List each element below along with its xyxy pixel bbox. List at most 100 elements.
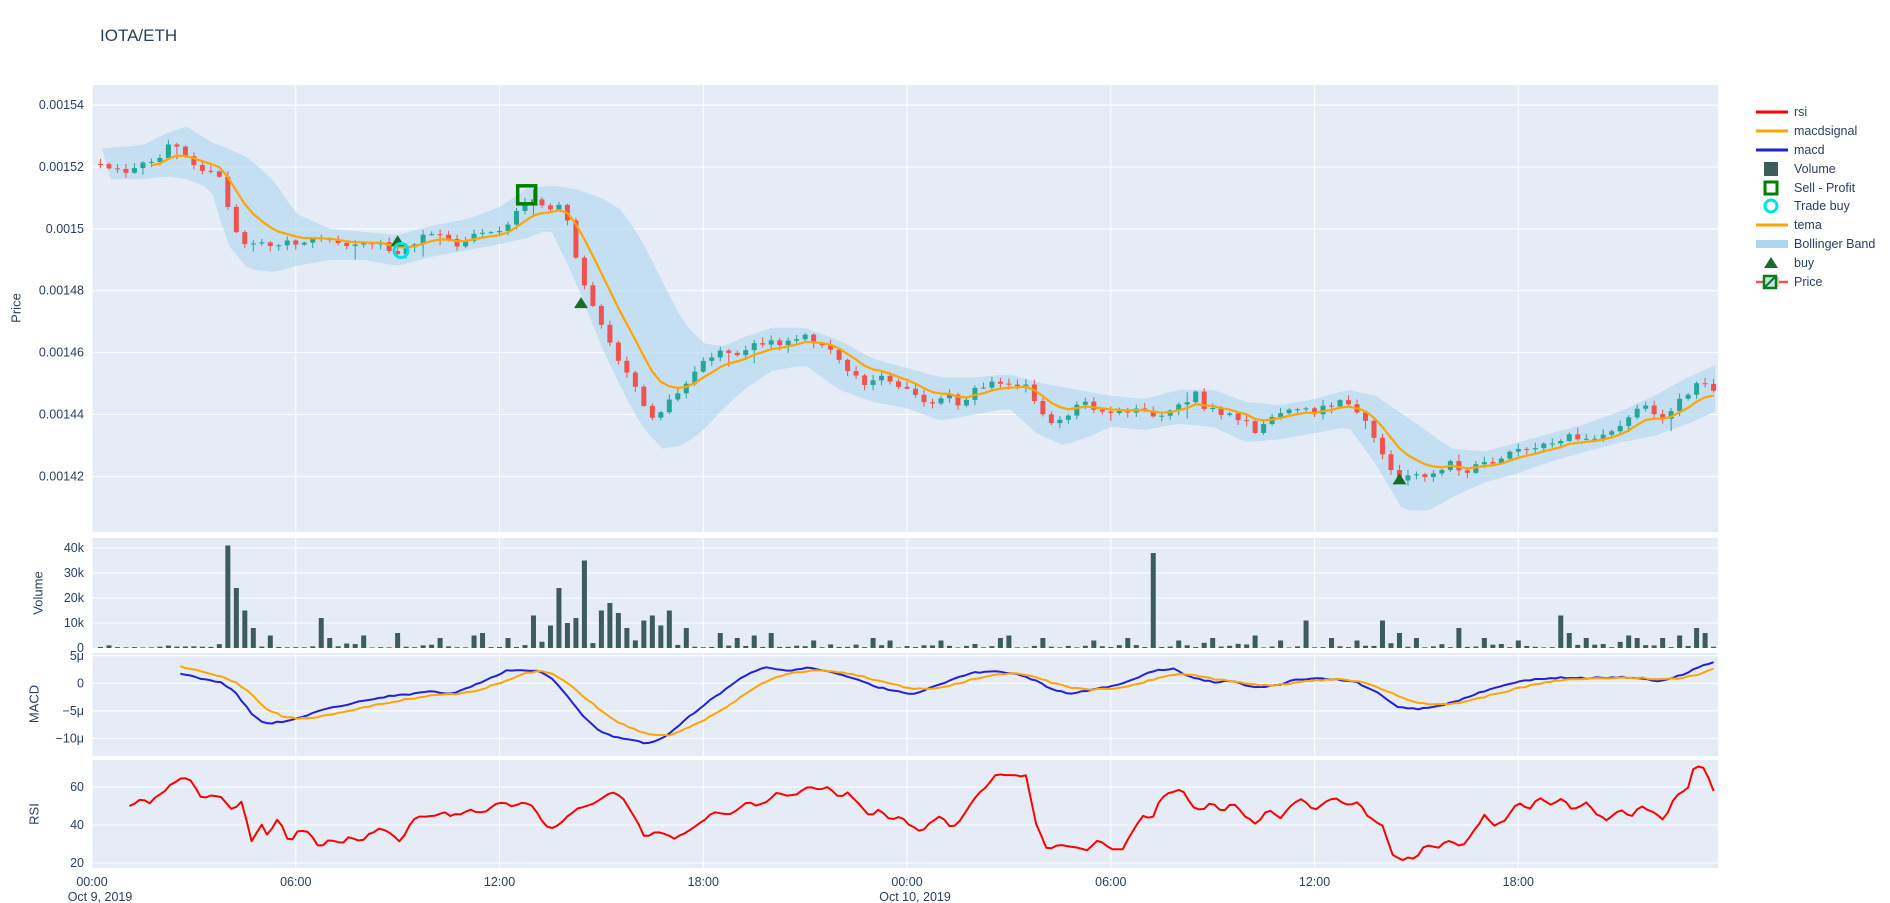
candle-body (242, 232, 248, 245)
candle-body (836, 349, 842, 360)
volume-bar (785, 646, 791, 648)
volume-bar (853, 644, 859, 648)
rsi-line (128, 765, 1715, 862)
volume-bar (497, 646, 503, 648)
candle-body (284, 240, 290, 246)
volume-bar (216, 644, 222, 648)
volume-bar (921, 645, 927, 648)
candle-body (615, 342, 621, 361)
candle-body (1201, 391, 1207, 409)
volume-bar (1074, 647, 1080, 648)
candle-body (1235, 413, 1241, 421)
volume-bar (1023, 647, 1029, 648)
volume-bar (955, 647, 961, 648)
volume-bar (802, 646, 808, 648)
volume-bar (1006, 635, 1012, 648)
candle-body (709, 357, 715, 361)
candle-body (1303, 408, 1309, 410)
rsi-tick-label: 20 (70, 856, 84, 870)
candle-body (131, 168, 137, 173)
volume-bar (369, 647, 375, 648)
volume-bar (1651, 645, 1657, 648)
volume-panel-background[interactable] (92, 538, 1718, 648)
candle-body (683, 383, 689, 394)
candle-body (293, 240, 299, 245)
candle-body (1379, 437, 1385, 455)
volume-bar (768, 633, 774, 648)
candle-body (547, 205, 553, 210)
candle-body (259, 242, 265, 244)
candle-body (955, 394, 961, 406)
candle-body (930, 402, 936, 404)
x-tick-label: 18:00 (688, 875, 719, 889)
macdsignal-line (179, 665, 1714, 737)
volume-bar (1481, 638, 1487, 648)
macd-panel-background[interactable] (92, 653, 1718, 756)
volume-bar (963, 645, 969, 648)
volume-bar (683, 628, 689, 648)
rsi-tick-label: 40 (70, 818, 84, 832)
volume-bar (1558, 615, 1564, 648)
tema-line (151, 154, 1714, 470)
candle-body (1057, 419, 1063, 424)
candle-body (1651, 405, 1657, 415)
volume-bar (1549, 647, 1555, 648)
volume-bar (692, 646, 698, 648)
x-date-label: Oct 10, 2019 (879, 890, 951, 903)
legend-item-volume[interactable]: Volume (1755, 159, 1875, 178)
volume-bar (1031, 645, 1037, 648)
candle-body (1515, 448, 1521, 452)
legend-item-tema[interactable]: tema (1755, 216, 1875, 235)
volume-bar (1685, 645, 1691, 648)
candle-body (666, 399, 672, 413)
legend-item-buy[interactable]: buy (1755, 253, 1875, 272)
volume-bar (284, 647, 290, 648)
candle-body (1244, 420, 1250, 422)
candle-body (700, 360, 706, 372)
candle-body (505, 224, 511, 232)
volume-tick-label: 10k (64, 616, 85, 630)
volume-bar (1303, 620, 1309, 648)
volume-bar (174, 646, 180, 648)
candle-body (938, 398, 944, 404)
candle-body (1507, 451, 1513, 459)
volume-bar (709, 646, 715, 648)
x-tick-label: 00:00 (76, 875, 107, 889)
volume-bar (828, 644, 834, 648)
price-tick-label: 0.0015 (46, 222, 84, 236)
candle-body (1481, 462, 1487, 465)
candle-body (1329, 405, 1335, 407)
candle-body (1634, 408, 1640, 418)
volume-bar (904, 646, 910, 648)
legend-item-trade-buy[interactable]: Trade buy (1755, 197, 1875, 216)
legend-item-macdsignal[interactable]: macdsignal (1755, 122, 1875, 141)
candle-body (1227, 413, 1233, 416)
legend-item-rsi[interactable]: rsi (1755, 103, 1875, 122)
candle-body (726, 350, 732, 353)
volume-bar (318, 618, 324, 648)
candle-body (310, 238, 316, 243)
candle-body (165, 144, 171, 158)
trade-buy-legend-icon (1763, 198, 1779, 214)
x-tick-label: 12:00 (484, 875, 515, 889)
volume-bar (530, 615, 536, 648)
volume-tick-label: 30k (64, 566, 85, 580)
legend-item-price[interactable]: Price (1755, 272, 1875, 291)
legend-item-macd[interactable]: macd (1755, 141, 1875, 160)
volume-bar (233, 588, 239, 648)
legend-label: Bollinger Band (1794, 236, 1876, 251)
candle-body (581, 257, 587, 286)
candle-body (1320, 405, 1326, 415)
candle-body (1456, 461, 1462, 471)
candle-body (1405, 475, 1411, 481)
volume-bar (1660, 638, 1666, 648)
candle-body (768, 340, 774, 345)
legend-item-bollinger[interactable]: Bollinger Band (1755, 235, 1875, 254)
legend-item-sell-profit[interactable]: Sell - Profit (1755, 178, 1875, 197)
candle-body (106, 164, 112, 169)
candle-body (1099, 409, 1105, 412)
candle-body (1388, 454, 1394, 470)
rsi-panel-background[interactable] (92, 760, 1718, 868)
candle-body (276, 245, 282, 247)
